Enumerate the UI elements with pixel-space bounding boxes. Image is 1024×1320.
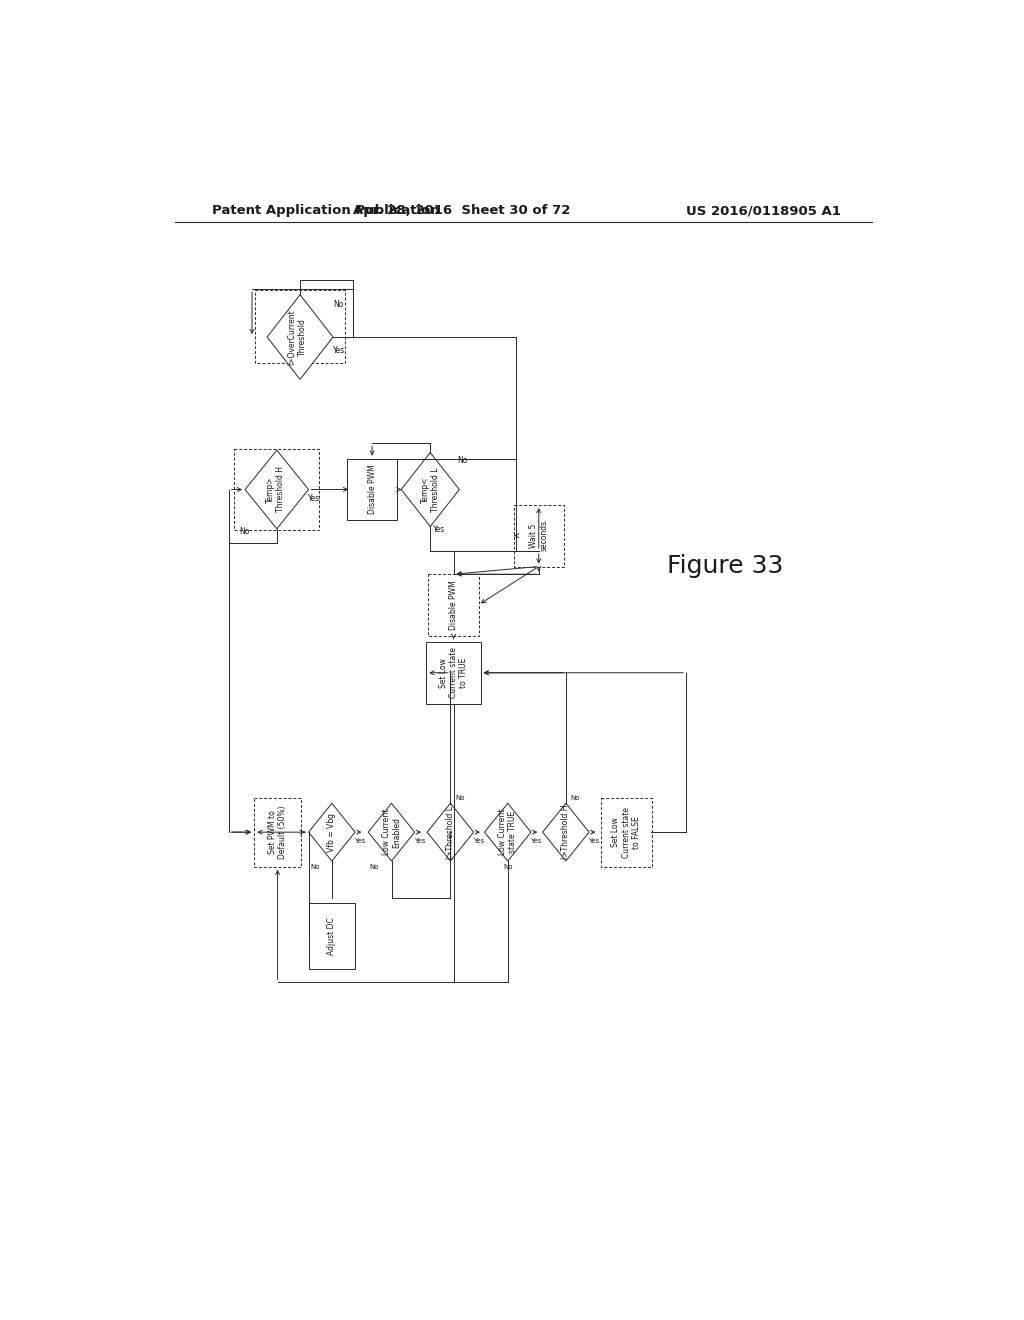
Text: No: No [239,528,250,536]
Polygon shape [369,804,415,861]
Text: Yes: Yes [308,494,321,503]
Polygon shape [543,804,589,861]
Polygon shape [267,294,333,379]
Text: No: No [570,795,580,800]
Text: No: No [458,455,468,465]
FancyBboxPatch shape [255,289,345,363]
Text: No: No [310,863,319,870]
FancyBboxPatch shape [308,903,355,969]
Text: Yes: Yes [333,346,345,355]
Polygon shape [484,804,531,861]
Text: Disable PWM: Disable PWM [449,579,458,630]
FancyBboxPatch shape [601,797,651,867]
Polygon shape [401,453,460,527]
Polygon shape [427,804,474,861]
Text: Low Current
state TRUE: Low Current state TRUE [498,809,517,855]
FancyBboxPatch shape [428,574,478,636]
Text: No: No [370,863,379,870]
Text: Temp<
Threshold L: Temp< Threshold L [421,467,440,512]
Text: Apr. 28, 2016  Sheet 30 of 72: Apr. 28, 2016 Sheet 30 of 72 [352,205,570,218]
Text: Set PWM to
Default (50%): Set PWM to Default (50%) [268,805,288,859]
Text: Yes: Yes [473,838,484,845]
Text: Wait 5
seconds: Wait 5 seconds [529,520,549,552]
Text: Set Low
Current state
to FALSE: Set Low Current state to FALSE [611,807,641,858]
Text: Set Low
Current state
to TRUE: Set Low Current state to TRUE [438,647,468,698]
FancyBboxPatch shape [234,449,319,529]
Text: I>Threshold H: I>Threshold H [561,805,570,859]
Text: Figure 33: Figure 33 [667,554,783,578]
Text: Yes: Yes [433,525,445,535]
Text: Yes: Yes [354,838,366,845]
Text: Vfb = Vbg: Vfb = Vbg [328,813,336,851]
FancyBboxPatch shape [426,642,480,704]
Text: I>Threshold L: I>Threshold L [445,805,455,858]
Text: No: No [455,795,465,800]
FancyBboxPatch shape [347,459,397,520]
Text: Temp>
Threshold H: Temp> Threshold H [265,466,285,512]
Text: US 2016/0118905 A1: US 2016/0118905 A1 [686,205,841,218]
Text: Adjust DC: Adjust DC [328,917,336,954]
Text: Yes: Yes [414,838,425,845]
Text: No: No [503,863,512,870]
FancyBboxPatch shape [514,506,564,566]
Text: Yes: Yes [530,838,542,845]
Text: Disable PWM: Disable PWM [368,465,377,515]
Text: Patent Application Publication: Patent Application Publication [212,205,439,218]
Polygon shape [308,804,355,861]
Text: No: No [334,300,344,309]
FancyBboxPatch shape [254,797,301,867]
Text: Yes: Yes [588,838,599,845]
Text: I>OverCurrent
Threshold: I>OverCurrent Threshold [288,309,306,364]
Polygon shape [245,450,308,529]
Text: Low Current
Enabled: Low Current Enabled [382,809,401,855]
